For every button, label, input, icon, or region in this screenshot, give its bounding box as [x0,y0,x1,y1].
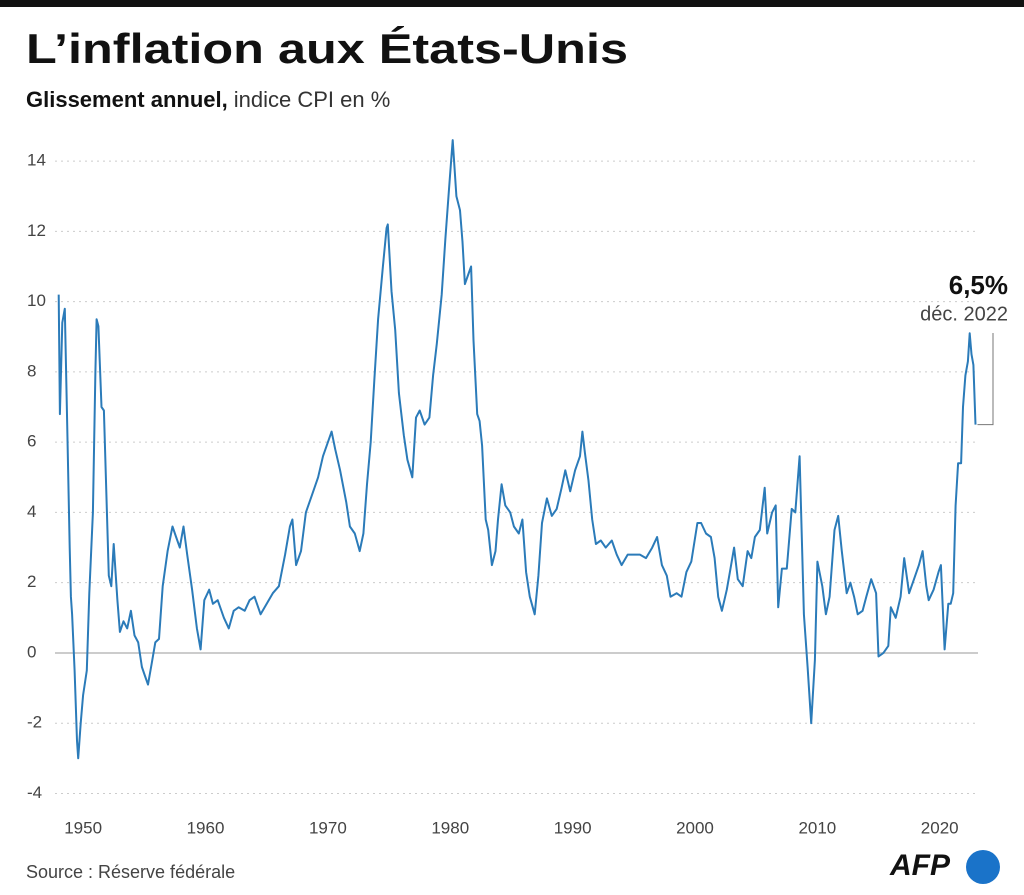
y-tick-label: 0 [27,642,36,661]
y-tick-label: 2 [27,572,36,591]
annotation-value: 6,5% [949,270,1008,300]
x-tick-label: 1960 [187,818,225,837]
y-tick-label: -4 [27,783,42,802]
logo-text: AFP [889,849,951,882]
y-tick-label: 12 [27,221,46,240]
y-tick-label: -2 [27,713,42,732]
y-tick-label: 14 [27,151,46,170]
top-bar [0,0,1024,7]
subtitle-rest: indice CPI en % [234,87,391,112]
x-tick-label: 1950 [64,818,102,837]
y-tick-label: 4 [27,502,36,521]
annotation-bracket [977,333,994,426]
x-tick-label: 1990 [554,818,592,837]
x-tick-label: 2020 [921,818,959,837]
chart-title: L’inflation aux États-Unis [26,25,628,72]
x-tick-label: 1980 [431,818,469,837]
y-tick-label: 10 [27,291,46,310]
annotation-date: déc. 2022 [920,303,1008,325]
x-tick-label: 1970 [309,818,347,837]
logo-circle [966,850,1000,884]
y-tick-label: 8 [27,361,36,380]
x-tick-label: 2000 [676,818,714,837]
y-tick-label: 6 [27,432,36,451]
line-series [57,139,977,760]
subtitle-bold: Glissement annuel, [26,87,228,112]
subtitle: Glissement annuel, indice CPI en % [26,87,390,112]
x-tick-label: 2010 [798,818,836,837]
source: Source : Réserve fédérale [26,862,235,882]
